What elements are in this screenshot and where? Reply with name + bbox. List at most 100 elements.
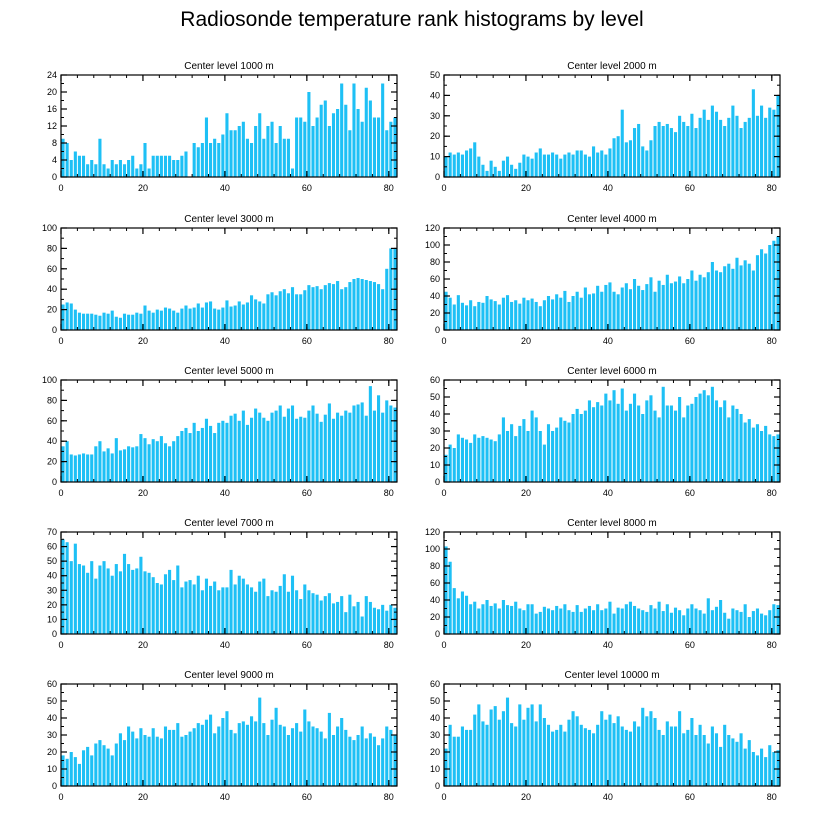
histogram-bar xyxy=(587,294,592,330)
histogram-bar xyxy=(151,728,155,786)
x-tick-label: 40 xyxy=(603,792,613,802)
histogram-bar xyxy=(764,117,768,177)
histogram-bar xyxy=(632,605,637,634)
x-tick-label: 40 xyxy=(220,792,230,802)
histogram-bar xyxy=(600,405,604,482)
y-tick-label: 0 xyxy=(52,629,57,639)
histogram-bar xyxy=(698,117,702,177)
histogram-bar xyxy=(90,160,94,177)
histogram-bar xyxy=(710,262,714,330)
histogram-bar xyxy=(290,287,295,330)
histogram-bar xyxy=(616,294,620,330)
histogram-bar xyxy=(118,160,122,177)
histogram-bar xyxy=(723,266,727,330)
histogram-bar xyxy=(110,160,114,177)
histogram-bar xyxy=(213,138,217,177)
histogram-bar xyxy=(772,604,776,634)
histogram-bar xyxy=(61,755,65,786)
histogram-bar xyxy=(505,605,510,634)
histogram-bar xyxy=(61,539,65,634)
y-tick-label: 40 xyxy=(47,571,57,581)
histogram-bar xyxy=(286,735,290,786)
y-tick-label: 60 xyxy=(47,416,57,426)
histogram-bar xyxy=(735,257,739,330)
histogram-bar xyxy=(669,405,673,482)
panel-title: Center level 10000 m xyxy=(564,670,659,681)
histogram-bar xyxy=(567,301,571,330)
histogram-bar xyxy=(710,105,714,177)
histogram-bar xyxy=(555,154,559,177)
histogram-bar xyxy=(245,424,249,482)
histogram-bar xyxy=(209,714,213,786)
histogram-bar xyxy=(653,126,657,177)
histogram-bar xyxy=(649,605,653,634)
histogram-bar xyxy=(135,168,139,177)
histogram-bar xyxy=(274,591,278,634)
histogram-bar xyxy=(295,117,299,177)
y-tick-label: 0 xyxy=(52,325,57,335)
histogram-bar xyxy=(460,302,464,330)
histogram-bar xyxy=(368,281,372,330)
histogram-bar xyxy=(456,598,460,634)
x-tick-label: 80 xyxy=(384,488,394,498)
histogram-bar xyxy=(86,572,90,634)
histogram-bar xyxy=(473,434,477,482)
histogram-bar xyxy=(151,155,155,177)
histogram-bar xyxy=(127,314,131,330)
y-tick-label: 60 xyxy=(430,274,440,284)
histogram-bar xyxy=(360,121,364,177)
x-tick-label: 20 xyxy=(138,488,148,498)
histogram-bar xyxy=(377,117,381,177)
x-tick-label: 40 xyxy=(603,488,613,498)
histogram-bar xyxy=(315,594,319,634)
y-tick-label: 4 xyxy=(52,155,57,165)
histogram-bar xyxy=(698,610,702,634)
histogram-bar xyxy=(155,583,159,634)
histogram-bar xyxy=(772,240,776,330)
histogram-bar xyxy=(727,417,731,482)
histogram-bar xyxy=(237,723,241,786)
y-tick-label: 60 xyxy=(430,679,440,689)
histogram-bar xyxy=(221,587,225,634)
x-tick-label: 40 xyxy=(603,640,613,650)
histogram-bar xyxy=(94,314,98,330)
histogram-bar xyxy=(501,600,505,634)
histogram-bar xyxy=(559,297,563,330)
histogram-bar xyxy=(592,733,596,786)
histogram-bar xyxy=(637,726,641,786)
histogram-bar xyxy=(73,757,77,786)
histogram-bar xyxy=(469,604,473,634)
histogram-bar xyxy=(460,437,464,482)
histogram-bar xyxy=(176,312,180,330)
histogram-bar xyxy=(522,297,526,330)
histogram-bar xyxy=(592,407,596,482)
histogram-bar xyxy=(706,743,710,786)
y-tick-label: 10 xyxy=(47,764,57,774)
figure-title: Radiosonde temperature rank histograms b… xyxy=(180,8,644,31)
histogram-bar xyxy=(448,152,452,177)
histogram-bar xyxy=(196,723,200,786)
y-tick-label: 40 xyxy=(47,713,57,723)
x-tick-label: 20 xyxy=(521,792,531,802)
histogram-bar xyxy=(102,451,106,482)
histogram-bar xyxy=(702,277,706,330)
histogram-bar xyxy=(254,408,258,482)
histogram-bar xyxy=(530,298,534,330)
histogram-bar xyxy=(278,724,282,786)
histogram-bar xyxy=(563,290,567,330)
histogram-bar xyxy=(743,604,747,634)
histogram-bar xyxy=(657,121,661,177)
histogram-bar xyxy=(473,714,477,786)
histogram-bar xyxy=(538,148,542,177)
histogram-bar xyxy=(213,581,217,634)
histogram-bar xyxy=(620,726,624,786)
y-tick-label: 30 xyxy=(430,426,440,436)
histogram-bar xyxy=(266,126,270,177)
x-tick-label: 40 xyxy=(603,183,613,193)
x-tick-label: 0 xyxy=(441,488,446,498)
histogram-bar xyxy=(249,295,254,330)
histogram-bar xyxy=(477,608,481,634)
y-tick-label: 40 xyxy=(430,595,440,605)
histogram-bar xyxy=(690,718,694,786)
histogram-bar xyxy=(592,146,596,177)
